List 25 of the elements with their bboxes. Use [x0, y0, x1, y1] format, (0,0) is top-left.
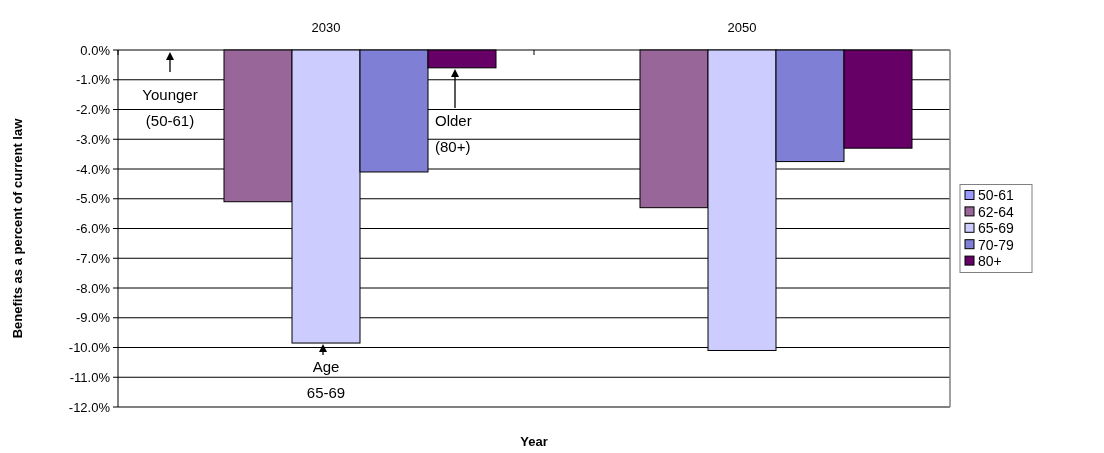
y-tick-label: -4.0%: [76, 161, 111, 177]
y-tick-label: -6.0%: [76, 221, 111, 237]
annotation: Younger (50-61): [142, 86, 198, 129]
legend-label: 62-64: [978, 203, 1015, 220]
y-tick-label: -12.0%: [68, 399, 111, 415]
y-tick-label: -8.0%: [76, 280, 111, 296]
x-tick-label: 2050: [727, 20, 757, 35]
y-tick-label: -10.0%: [68, 340, 111, 356]
y-tick-label: -5.0%: [76, 191, 111, 207]
x-axis-title: Year: [520, 434, 548, 449]
y-tick-label: -2.0%: [76, 102, 111, 118]
legend-label: 80+: [978, 253, 1002, 269]
y-axis-title: Benefits as a percent of current law: [10, 117, 25, 339]
y-tick-label: 0.0%: [80, 42, 111, 58]
y-tick-label: -1.0%: [76, 72, 111, 88]
y-tick-label: -11.0%: [69, 369, 111, 385]
legend-label: 70-79: [978, 236, 1015, 253]
y-tick-label: -3.0%: [76, 131, 111, 147]
annotation: Age 65-69: [306, 358, 346, 401]
y-tick-label: -9.0%: [76, 310, 111, 326]
y-tick-label: -7.0%: [76, 250, 111, 266]
legend-label: 50-61: [978, 187, 1015, 204]
legend-label: 65-69: [978, 220, 1015, 237]
annotation: Older (80+): [435, 112, 472, 155]
x-tick-label: 2030: [311, 20, 341, 35]
